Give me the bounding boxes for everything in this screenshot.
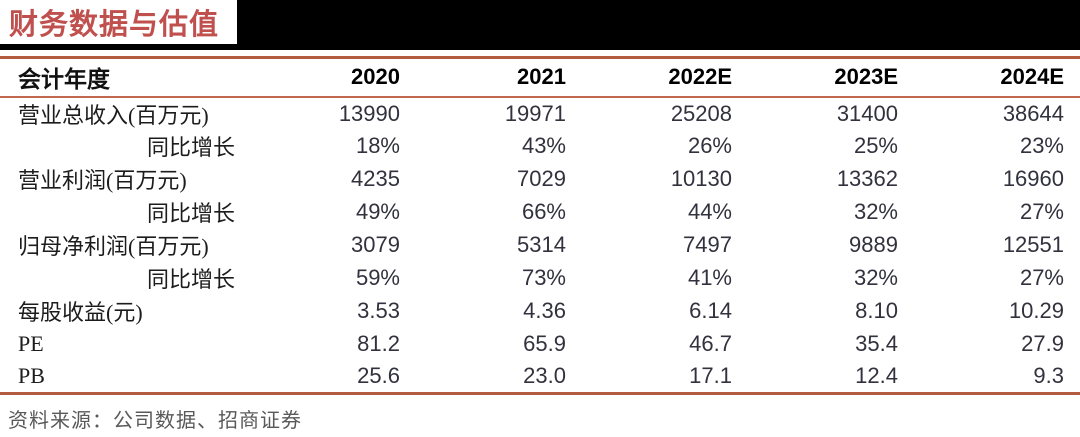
cell-value: 25208 — [670, 100, 732, 126]
cell-value: 3.53 — [357, 298, 400, 323]
header-year-2020: 2020 — [250, 57, 416, 98]
source-note: 资料来源：公司数据、招商证券 — [8, 410, 302, 432]
header-fiscal-year: 会计年度 — [0, 57, 250, 98]
cell-value: 19971 — [504, 100, 566, 126]
cell-value: 65.9 — [523, 331, 566, 356]
title-box: 财务数据与估值 — [0, 0, 237, 44]
title-banner: 财务数据与估值 — [0, 0, 1080, 50]
row-label: 营业利润(百万元) — [18, 168, 187, 193]
cell-value: 23% — [1019, 133, 1064, 158]
cell-value: 46.7 — [689, 331, 732, 356]
page-title: 财务数据与估值 — [9, 9, 220, 41]
cell-value: 17.1 — [689, 363, 732, 389]
cell-value: 38644 — [1002, 100, 1064, 126]
row-label: PB — [18, 363, 45, 389]
cell-value: 4.36 — [523, 298, 566, 323]
cell-value: 23.0 — [523, 363, 566, 389]
cell-value: 9889 — [849, 232, 898, 257]
cell-value: 4235 — [351, 166, 400, 191]
row-label: 同比增长 — [146, 135, 235, 160]
cell-value: 43% — [521, 133, 566, 158]
row-label: 同比增长 — [146, 201, 235, 226]
cell-value: 3079 — [351, 232, 400, 257]
cell-value: 25.6 — [357, 363, 400, 389]
financial-data-table: 会计年度 2020 2021 2022E 2023E 2024E 营业总收入(百… — [0, 56, 1080, 395]
cell-value: 10130 — [670, 166, 732, 191]
cell-value: 7029 — [517, 166, 566, 191]
table-row-operating-profit: 营业利润(百万元) 4235 7029 10130 13362 16960 — [0, 163, 1080, 196]
table-row-net-profit-yoy-growth: 同比增长 59% 73% 41% 32% 27% — [0, 262, 1080, 295]
cell-value: 27% — [1019, 265, 1064, 290]
table-row-revenue-yoy-growth: 同比增长 18% 43% 26% 25% 23% — [0, 130, 1080, 163]
table-row-operating-profit-yoy-growth: 同比增长 49% 66% 44% 32% 27% — [0, 196, 1080, 229]
cell-value: 59% — [355, 265, 400, 290]
cell-value: 27.9 — [1021, 331, 1064, 356]
cell-value: 25% — [853, 133, 898, 158]
header-year-2024e: 2024E — [914, 57, 1080, 98]
cell-value: 8.10 — [855, 298, 898, 323]
row-label: 归母净利润(百万元) — [18, 234, 209, 259]
header-year-2022e: 2022E — [582, 57, 748, 98]
cell-value: 12551 — [1002, 232, 1064, 257]
cell-value: 13990 — [338, 100, 400, 126]
table-row-total-revenue: 营业总收入(百万元) 13990 19971 25208 31400 38644 — [0, 97, 1080, 130]
table-row-pb: PB 25.6 23.0 17.1 12.4 9.3 — [0, 361, 1080, 394]
table-header-row: 会计年度 2020 2021 2022E 2023E 2024E — [0, 57, 1080, 98]
cell-value: 41% — [687, 265, 732, 290]
cell-value: 35.4 — [855, 331, 898, 356]
header-year-2021: 2021 — [416, 57, 582, 98]
table-row-pe: PE 81.2 65.9 46.7 35.4 27.9 — [0, 328, 1080, 361]
cell-value: 18% — [355, 133, 400, 158]
cell-value: 32% — [853, 265, 898, 290]
cell-value: 16960 — [1002, 166, 1064, 191]
cell-value: 6.14 — [689, 298, 732, 323]
cell-value: 66% — [521, 199, 566, 224]
row-label: 每股收益(元) — [18, 300, 143, 325]
cell-value: 31400 — [836, 100, 898, 126]
row-label: 营业总收入(百万元) — [18, 102, 209, 128]
row-label: PE — [18, 331, 44, 356]
cell-value: 32% — [853, 199, 898, 224]
cell-value: 73% — [521, 265, 566, 290]
cell-value: 7497 — [683, 232, 732, 257]
cell-value: 49% — [355, 199, 400, 224]
table-row-eps: 每股收益(元) 3.53 4.36 6.14 8.10 10.29 — [0, 295, 1080, 328]
cell-value: 81.2 — [357, 331, 400, 356]
cell-value: 5314 — [517, 232, 566, 257]
cell-value: 12.4 — [855, 363, 898, 389]
header-year-2023e: 2023E — [748, 57, 914, 98]
cell-value: 13362 — [836, 166, 898, 191]
cell-value: 44% — [687, 199, 732, 224]
cell-value: 26% — [687, 133, 732, 158]
cell-value: 27% — [1019, 199, 1064, 224]
cell-value: 10.29 — [1008, 298, 1064, 323]
table-row-net-profit: 归母净利润(百万元) 3079 5314 7497 9889 12551 — [0, 229, 1080, 262]
row-label: 同比增长 — [146, 267, 235, 292]
cell-value: 9.3 — [1033, 363, 1064, 389]
